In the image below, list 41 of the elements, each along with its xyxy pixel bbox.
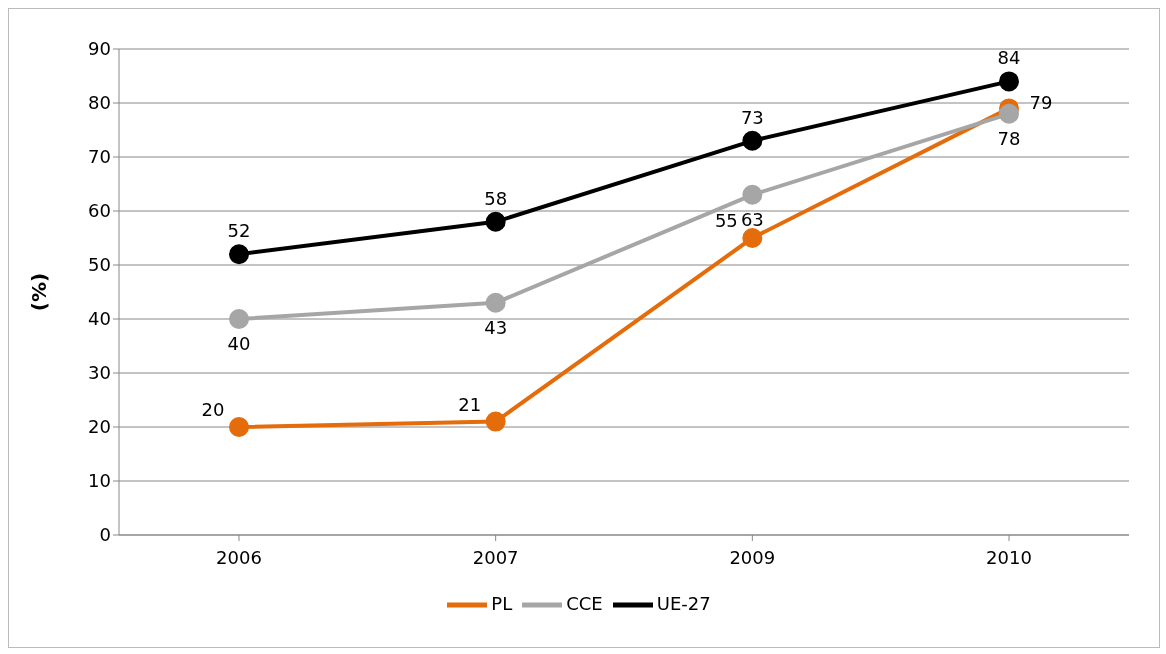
data-label: 21	[458, 393, 482, 415]
point	[742, 130, 763, 151]
point	[229, 309, 249, 329]
legend-label: PL	[491, 593, 513, 614]
y-tick-label: 90	[88, 38, 111, 60]
data-label: 40	[227, 333, 251, 354]
point	[999, 71, 1019, 92]
point	[229, 417, 249, 437]
y-tick-label: 70	[88, 146, 111, 168]
y-tick-label: 30	[88, 362, 111, 384]
legend-label: UE-27	[656, 593, 711, 614]
data-label: 55	[714, 210, 738, 231]
data-label: 52	[227, 220, 251, 242]
x-tick-label: 2009	[729, 546, 776, 568]
data-label: 43	[484, 316, 508, 338]
data-label: 78	[997, 127, 1021, 149]
y-tick-label: 40	[88, 308, 111, 330]
data-label: 63	[740, 208, 764, 230]
y-tick-label: 60	[88, 200, 111, 222]
y-axis-title: (%)	[27, 272, 52, 312]
data-label: 20	[201, 399, 225, 420]
point	[742, 228, 763, 248]
data-label: 79	[1029, 92, 1053, 114]
x-tick-label: 2010	[986, 546, 1032, 568]
data-label: 73	[740, 106, 764, 128]
point	[999, 103, 1019, 124]
point	[485, 411, 506, 432]
y-tick-label: 50	[88, 254, 111, 276]
point	[485, 292, 506, 313]
point	[229, 244, 249, 265]
legend-label: CCE	[566, 593, 603, 614]
point	[742, 184, 763, 205]
y-tick-label: 20	[88, 416, 111, 438]
data-label: 58	[484, 187, 508, 209]
y-tick-label: 80	[88, 92, 111, 114]
x-tick-label: 2007	[472, 546, 519, 568]
y-tick-label: 0	[99, 524, 111, 546]
y-tick-label: 10	[88, 470, 111, 492]
data-label: 84	[997, 47, 1021, 69]
x-tick-label: 2006	[216, 546, 262, 568]
point	[485, 211, 506, 232]
